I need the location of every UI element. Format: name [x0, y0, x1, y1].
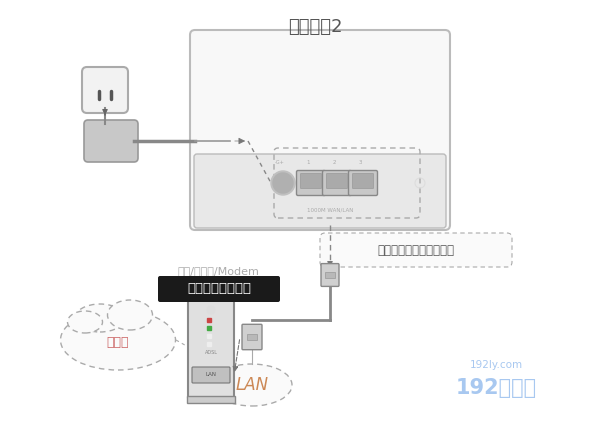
- Text: 由宽带运营商提供: 由宽带运营商提供: [187, 283, 251, 295]
- Text: 荣耀路由2: 荣耀路由2: [288, 18, 342, 36]
- FancyBboxPatch shape: [323, 170, 352, 196]
- FancyBboxPatch shape: [353, 173, 373, 189]
- Ellipse shape: [75, 304, 125, 332]
- FancyBboxPatch shape: [301, 173, 322, 189]
- FancyBboxPatch shape: [194, 154, 446, 228]
- Circle shape: [271, 171, 295, 195]
- Circle shape: [207, 306, 215, 314]
- Text: -G+: -G+: [275, 160, 285, 165]
- FancyBboxPatch shape: [349, 170, 377, 196]
- Text: 光猫/宽带猫/Modem: 光猫/宽带猫/Modem: [177, 266, 259, 276]
- Text: 1000M WAN/LAN: 1000M WAN/LAN: [307, 207, 353, 212]
- FancyBboxPatch shape: [325, 272, 335, 278]
- Text: LAN: LAN: [235, 376, 269, 394]
- Text: 192路由网: 192路由网: [455, 378, 536, 398]
- Ellipse shape: [212, 364, 292, 406]
- FancyBboxPatch shape: [192, 367, 230, 383]
- FancyBboxPatch shape: [84, 120, 138, 162]
- FancyBboxPatch shape: [188, 296, 234, 400]
- FancyBboxPatch shape: [296, 170, 325, 196]
- FancyBboxPatch shape: [321, 264, 339, 286]
- Ellipse shape: [61, 310, 176, 370]
- Text: ADSL: ADSL: [205, 351, 218, 355]
- FancyBboxPatch shape: [247, 334, 257, 340]
- Text: 3: 3: [358, 160, 362, 165]
- Text: 因特网: 因特网: [107, 335, 129, 348]
- Text: 网线可以插任意一个网口: 网线可以插任意一个网口: [377, 244, 455, 257]
- Text: LAN: LAN: [205, 372, 217, 377]
- FancyBboxPatch shape: [320, 233, 512, 267]
- Ellipse shape: [107, 300, 152, 330]
- Ellipse shape: [67, 311, 103, 333]
- FancyBboxPatch shape: [326, 173, 347, 189]
- Text: 1: 1: [306, 160, 310, 165]
- FancyBboxPatch shape: [190, 30, 450, 230]
- Circle shape: [273, 173, 293, 193]
- FancyBboxPatch shape: [158, 276, 280, 302]
- FancyBboxPatch shape: [187, 396, 235, 403]
- Text: 192ly.com: 192ly.com: [469, 360, 523, 370]
- Text: 2: 2: [332, 160, 336, 165]
- FancyBboxPatch shape: [242, 324, 262, 350]
- FancyBboxPatch shape: [82, 67, 128, 113]
